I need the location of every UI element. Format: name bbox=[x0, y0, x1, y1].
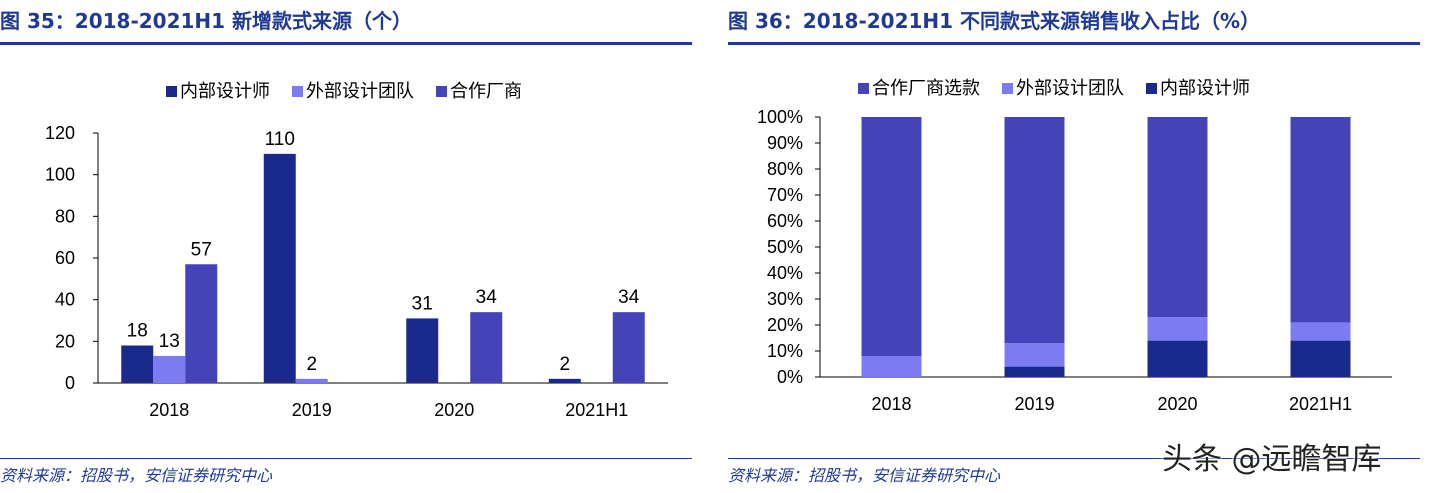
y-tick-label: 120 bbox=[45, 123, 75, 143]
legend-swatch bbox=[166, 86, 177, 97]
data-label: 34 bbox=[476, 287, 498, 308]
x-tick-label: 2020 bbox=[1157, 394, 1197, 414]
y-tick-label: 30% bbox=[767, 289, 803, 309]
data-label: 31 bbox=[412, 293, 433, 314]
data-label: 34 bbox=[618, 287, 640, 308]
figure-36-source: 资料来源：招股书，安信证券研究中心 bbox=[728, 466, 1001, 485]
data-label: 18 bbox=[127, 321, 148, 342]
data-label: 2 bbox=[306, 354, 317, 375]
data-label: 110 bbox=[265, 129, 295, 150]
legend-label: 合作厂商选款 bbox=[872, 78, 980, 98]
figure-35-source: 资料来源：招股书，安信证券研究中心 bbox=[0, 466, 273, 485]
stacked-bar-segment bbox=[1147, 117, 1208, 318]
figure-35-chart: 内部设计师 外部设计团队 合作厂商 0 20 40 60 80 100 120 18 13 57 2018… bbox=[45, 81, 668, 420]
figure-36-title: 图 36：2018-2021H1 不同款式来源销售收入占比（%） bbox=[728, 9, 1261, 33]
bar bbox=[263, 153, 296, 383]
y-tick-label: 0% bbox=[777, 367, 803, 387]
y-tick-label: 70% bbox=[767, 185, 803, 205]
y-tick-label: 40 bbox=[55, 290, 75, 310]
data-label: 13 bbox=[159, 331, 180, 352]
legend-swatch bbox=[1146, 83, 1157, 94]
legend-swatch bbox=[858, 83, 869, 94]
legend-swatch bbox=[292, 86, 303, 97]
stacked-bar-segment bbox=[1290, 322, 1351, 341]
x-tick-label: 2021H1 bbox=[565, 400, 628, 420]
source-rule bbox=[0, 458, 692, 459]
x-tick-label: 2021H1 bbox=[1289, 394, 1352, 414]
bar bbox=[121, 345, 154, 383]
stacked-bar-segment bbox=[1290, 117, 1351, 323]
figure-35-panel: 图 35：2018-2021H1 新增款式来源（个） 内部设计师 外部设计团队 合作… bbox=[0, 0, 692, 493]
y-tick-label: 100% bbox=[757, 107, 803, 127]
y-tick-label: 50% bbox=[767, 237, 803, 257]
y-tick-label: 20 bbox=[55, 331, 75, 351]
y-tick-label: 90% bbox=[767, 133, 803, 153]
y-tick-label: 10% bbox=[767, 341, 803, 361]
title-rule bbox=[728, 42, 1420, 45]
stacked-bar-segment bbox=[1290, 340, 1351, 377]
stacked-bar-segment bbox=[1004, 343, 1065, 367]
stacked-bar-segment bbox=[1147, 340, 1208, 377]
bar bbox=[470, 312, 503, 383]
figure-35-title: 图 35：2018-2021H1 新增款式来源（个） bbox=[0, 9, 413, 33]
watermark: 头条 @远瞻智库 bbox=[1162, 442, 1382, 477]
data-label: 57 bbox=[191, 239, 212, 260]
legend-label: 内部设计师 bbox=[1160, 78, 1250, 98]
legend-swatch bbox=[1002, 83, 1013, 94]
figure-36-panel: 图 36：2018-2021H1 不同款式来源销售收入占比（%） 合作厂商选款 外… bbox=[728, 0, 1420, 493]
x-tick-label: 2018 bbox=[871, 394, 911, 414]
x-tick-label: 2018 bbox=[149, 400, 189, 420]
bar bbox=[612, 312, 645, 383]
legend-label: 合作厂商 bbox=[450, 81, 522, 101]
stacked-bar-segment bbox=[1004, 366, 1065, 377]
y-tick-label: 80 bbox=[55, 206, 75, 226]
figure-36-chart: 合作厂商选款 外部设计团队 内部设计师 0% 10% 20% 30% 40% 50% 60% 70%… bbox=[757, 78, 1392, 414]
y-tick-label: 60% bbox=[767, 211, 803, 231]
source-rule bbox=[728, 458, 1420, 459]
stacked-bar-segment bbox=[1004, 117, 1065, 344]
data-label: 2 bbox=[559, 354, 570, 375]
legend-label: 内部设计师 bbox=[180, 81, 270, 101]
stacked-bar-segment bbox=[861, 117, 922, 357]
legend-swatch bbox=[436, 86, 447, 97]
stacked-bar-segment bbox=[1147, 317, 1208, 341]
title-rule bbox=[0, 42, 692, 45]
y-tick-label: 100 bbox=[45, 165, 75, 185]
y-tick-label: 0 bbox=[65, 373, 75, 393]
legend-label: 外部设计团队 bbox=[1016, 78, 1124, 98]
bar bbox=[295, 378, 328, 383]
y-tick-label: 60 bbox=[55, 248, 75, 268]
bar bbox=[406, 318, 439, 383]
stacked-bar-segment bbox=[861, 356, 922, 377]
bar bbox=[548, 378, 581, 383]
y-tick-label: 40% bbox=[767, 263, 803, 283]
bar bbox=[185, 264, 218, 383]
x-tick-label: 2020 bbox=[434, 400, 474, 420]
y-tick-label: 20% bbox=[767, 315, 803, 335]
y-tick-label: 80% bbox=[767, 159, 803, 179]
legend-label: 外部设计团队 bbox=[306, 81, 414, 101]
bar bbox=[153, 355, 186, 383]
x-tick-label: 2019 bbox=[292, 400, 332, 420]
x-tick-label: 2019 bbox=[1014, 394, 1054, 414]
